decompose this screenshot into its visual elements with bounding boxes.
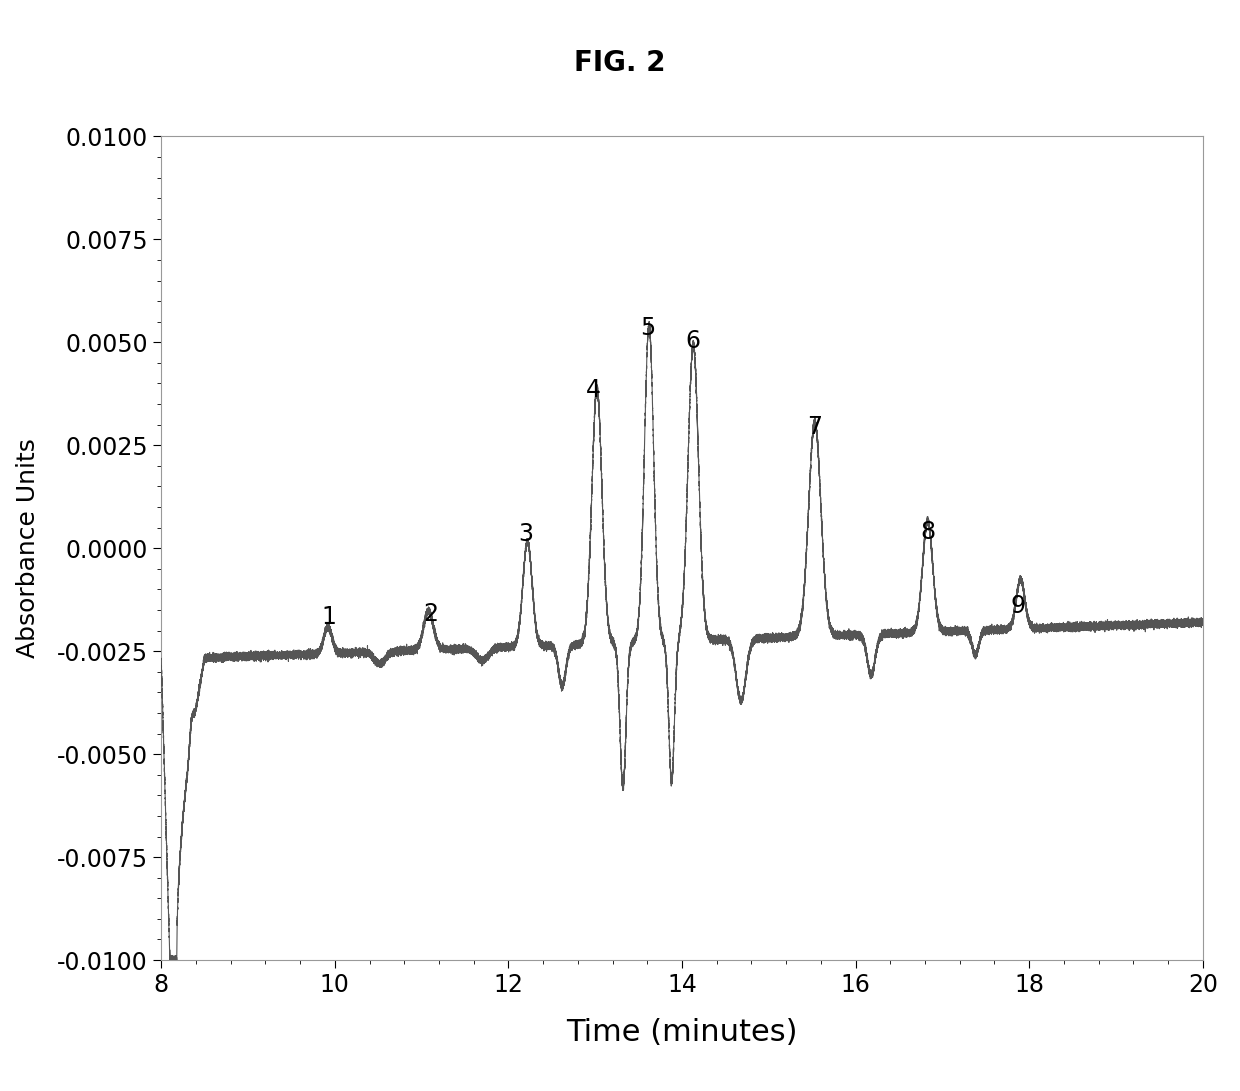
Text: 1: 1 bbox=[321, 604, 336, 628]
Text: 9: 9 bbox=[1011, 595, 1025, 619]
Text: 5: 5 bbox=[640, 316, 655, 340]
Text: 7: 7 bbox=[807, 415, 822, 439]
Y-axis label: Absorbance Units: Absorbance Units bbox=[16, 439, 40, 658]
Text: FIG. 2: FIG. 2 bbox=[574, 49, 666, 77]
Text: 8: 8 bbox=[920, 520, 935, 544]
X-axis label: Time (minutes): Time (minutes) bbox=[567, 1018, 797, 1047]
Text: 2: 2 bbox=[423, 602, 438, 626]
Text: 6: 6 bbox=[686, 328, 701, 352]
Text: 3: 3 bbox=[518, 523, 533, 547]
Text: 4: 4 bbox=[587, 377, 601, 401]
